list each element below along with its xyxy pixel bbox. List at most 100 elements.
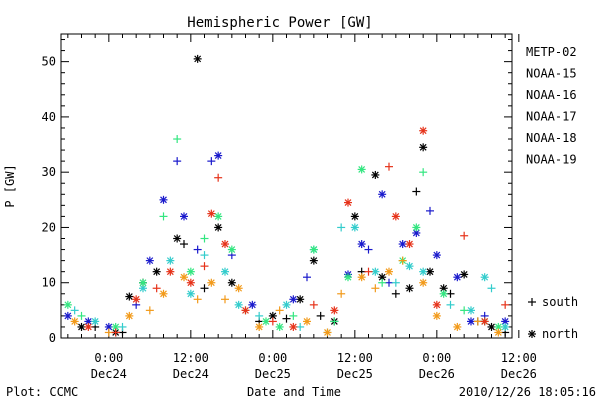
data-point xyxy=(309,245,318,254)
data-point xyxy=(77,311,86,320)
x-axis-label: Date and Time xyxy=(247,385,341,399)
data-point xyxy=(227,245,236,254)
data-point xyxy=(350,212,359,221)
marker-legend-symbol xyxy=(528,298,536,306)
y-tick-label: 20 xyxy=(42,220,56,234)
data-point xyxy=(262,317,270,326)
data-point xyxy=(214,173,223,182)
data-point xyxy=(159,289,168,298)
data-point xyxy=(494,322,503,331)
legend: METP-02 NOAA-15 NOAA-16 NOAA-17 NOAA-18 NOAA-… xyxy=(526,45,577,167)
data-point xyxy=(282,300,291,309)
data-point xyxy=(296,322,305,331)
y-tick-label: 50 xyxy=(42,55,56,69)
data-point xyxy=(385,267,393,276)
data-point xyxy=(221,240,229,249)
data-point xyxy=(221,267,229,276)
chart-title: Hemispheric Power [GW] xyxy=(187,15,372,31)
legend-item: NOAA-15 xyxy=(526,67,577,81)
y-tick-label: 10 xyxy=(42,276,56,290)
data-point xyxy=(412,187,421,196)
data-point xyxy=(480,317,489,326)
data-points xyxy=(63,54,510,337)
x-axis: 0:00 Dec24 12:00 Dec24 0:00 Dec25 12:00 Dec25 0:… xyxy=(67,34,537,381)
data-point xyxy=(357,273,366,282)
data-point xyxy=(371,267,380,276)
data-point xyxy=(255,311,264,320)
data-point xyxy=(289,322,298,331)
y-tick-label: 30 xyxy=(42,165,56,179)
y-axis-label: P [GW] xyxy=(3,164,17,207)
x-tick-time: 12:00 xyxy=(337,351,373,365)
data-point xyxy=(398,256,407,265)
legend-item: NOAA-19 xyxy=(526,153,577,167)
data-point xyxy=(309,256,318,265)
data-point xyxy=(296,295,305,304)
data-point xyxy=(282,314,291,323)
series-noaa-19 xyxy=(84,126,510,337)
data-point xyxy=(419,168,428,177)
data-point xyxy=(152,267,161,276)
data-point xyxy=(255,322,264,331)
data-point xyxy=(275,322,284,331)
data-point xyxy=(132,295,141,304)
data-point xyxy=(268,317,277,326)
data-point xyxy=(419,143,428,152)
series-metp-02 xyxy=(77,54,510,337)
data-point xyxy=(145,256,154,265)
data-point xyxy=(193,295,202,304)
data-point xyxy=(214,223,223,232)
x-tick-time: 0:00 xyxy=(94,351,123,365)
data-point xyxy=(152,284,161,293)
data-point xyxy=(412,228,421,237)
legend-item: NOAA-17 xyxy=(526,110,577,124)
data-point xyxy=(494,328,503,337)
x-tick-date: Dec26 xyxy=(501,367,537,381)
marker-legend-symbol xyxy=(528,330,536,338)
data-point xyxy=(145,306,154,315)
data-point xyxy=(337,223,346,232)
data-point xyxy=(426,206,434,215)
data-point xyxy=(487,322,496,331)
data-point xyxy=(419,126,428,135)
x-tick-time: 12:00 xyxy=(501,351,537,365)
data-point xyxy=(371,284,380,293)
data-point xyxy=(214,151,223,160)
data-point xyxy=(173,234,182,243)
y-tick-label: 0 xyxy=(49,331,56,345)
data-point xyxy=(385,278,393,287)
data-point xyxy=(289,295,298,304)
data-point xyxy=(501,322,510,331)
data-point xyxy=(180,273,188,282)
data-point xyxy=(84,322,93,331)
data-point xyxy=(330,306,339,315)
data-point xyxy=(391,278,400,287)
data-point xyxy=(289,311,298,320)
data-point xyxy=(180,212,188,221)
data-point xyxy=(200,284,209,293)
data-point xyxy=(214,212,223,221)
data-point xyxy=(193,54,202,63)
data-point xyxy=(419,278,428,287)
data-point xyxy=(391,212,400,221)
x-tick-time: 12:00 xyxy=(173,351,209,365)
data-point xyxy=(344,273,352,282)
data-point xyxy=(357,240,366,249)
data-point xyxy=(159,212,168,221)
y-axis: 0 10 20 30 40 50 xyxy=(42,39,512,345)
data-point xyxy=(432,300,441,309)
data-point xyxy=(439,289,448,298)
series-noaa-16 xyxy=(70,223,510,337)
data-point xyxy=(453,322,462,331)
data-point xyxy=(63,300,72,309)
data-point xyxy=(173,157,182,166)
x-tick-date: Dec25 xyxy=(255,367,291,381)
data-point xyxy=(207,209,216,218)
data-point xyxy=(460,270,469,279)
data-point xyxy=(186,289,195,298)
data-point xyxy=(186,267,195,276)
data-point xyxy=(63,311,72,320)
x-tick-date: Dec24 xyxy=(173,367,209,381)
data-point xyxy=(467,306,475,315)
